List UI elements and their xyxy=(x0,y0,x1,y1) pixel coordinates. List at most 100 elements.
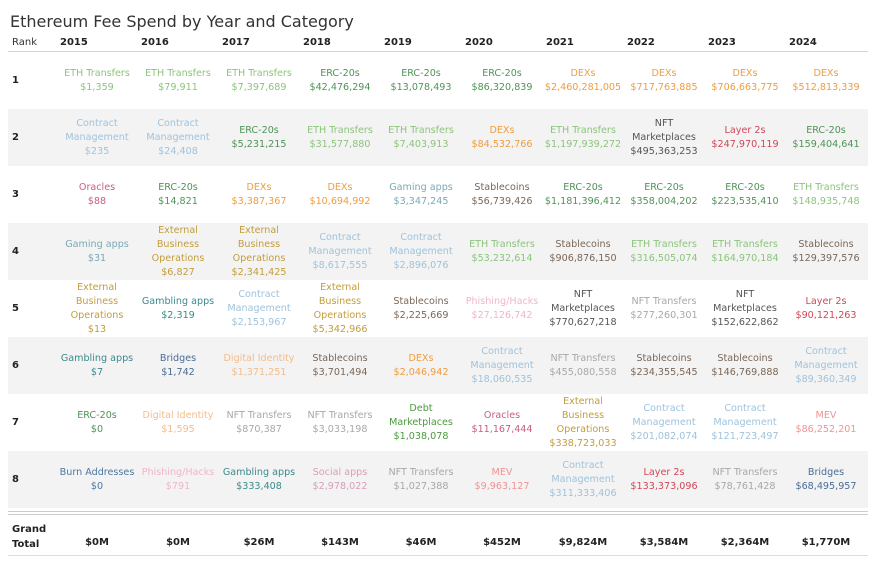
table-cell: External Business Operations $6,827 xyxy=(136,223,220,280)
table-cell: NFT Transfers $277,260,301 xyxy=(622,280,706,337)
fee-value: $770,627,218 xyxy=(549,316,617,328)
category-label: ERC-20s xyxy=(77,409,117,421)
year-header-2017: 2017 xyxy=(222,37,250,48)
category-label: External Business Operations xyxy=(556,395,610,435)
category-label: DEXs xyxy=(408,352,434,364)
fee-value: $3,033,198 xyxy=(312,423,368,435)
grand-total-value: $0M xyxy=(85,537,109,548)
table-row: 6 Gambling apps $7 Bridges $1,742 Digital Ide… xyxy=(8,337,868,394)
category-label: Contract Management xyxy=(227,288,291,314)
table-cell: ETH Transfers $316,505,074 xyxy=(622,223,706,280)
table-cell: DEXs $706,663,775 xyxy=(703,52,787,109)
year-header-2023: 2023 xyxy=(708,37,736,48)
fee-value: $201,082,074 xyxy=(630,430,698,442)
category-label: NFT Marketplaces xyxy=(632,117,696,143)
rank-label: 6 xyxy=(12,360,19,371)
fee-value: $2,978,022 xyxy=(312,480,368,492)
fee-value: $90,121,263 xyxy=(795,309,857,321)
category-label: Bridges xyxy=(159,352,197,364)
fee-value: $1,359 xyxy=(80,81,114,93)
category-label: ETH Transfers xyxy=(469,238,535,250)
table-cell: External Business Operations $5,342,966 xyxy=(298,280,382,337)
category-label: External Business Operations xyxy=(70,281,124,321)
table-cell: ERC-20s $223,535,410 xyxy=(703,166,787,223)
fee-value: $11,167,444 xyxy=(471,423,533,435)
table-cell: DEXs $2,046,942 xyxy=(379,337,463,394)
table-cell: Layer 2s $247,970,119 xyxy=(703,109,787,166)
table-cell: ERC-20s $1,181,396,412 xyxy=(541,166,625,223)
table-cell: Contract Management $2,153,967 xyxy=(217,280,301,337)
table-cell: Contract Management $311,333,406 xyxy=(541,451,625,508)
table-cell: ETH Transfers $148,935,748 xyxy=(784,166,868,223)
fee-value: $2,153,967 xyxy=(231,316,287,328)
table-cell: Digital Identity $1,595 xyxy=(136,394,220,451)
fee-value: $1,197,939,272 xyxy=(544,138,622,150)
category-label: NFT Transfers xyxy=(226,409,292,421)
table-cell: Bridges $68,495,957 xyxy=(784,451,868,508)
fee-value: $1,595 xyxy=(161,423,195,435)
fee-value: $3,701,494 xyxy=(312,366,368,378)
fee-value: $13,078,493 xyxy=(390,81,452,93)
category-label: Contract Management xyxy=(713,402,777,428)
table-cell: DEXs $512,813,339 xyxy=(784,52,868,109)
table-cell: ETH Transfers $53,232,614 xyxy=(460,223,544,280)
category-label: Burn Addresses xyxy=(59,466,135,478)
table-cell: ERC-20s $159,404,641 xyxy=(784,109,868,166)
fee-value: $9,963,127 xyxy=(474,480,530,492)
category-label: ETH Transfers xyxy=(631,238,697,250)
table-cell: NFT Transfers $455,080,558 xyxy=(541,337,625,394)
category-label: ETH Transfers xyxy=(226,67,292,79)
table-cell: Phishing/Hacks $791 xyxy=(136,451,220,508)
fee-value: $31 xyxy=(87,252,107,264)
fee-value: $2,225,669 xyxy=(393,309,449,321)
category-label: Debt Marketplaces xyxy=(389,402,453,428)
fee-value: $0 xyxy=(90,480,104,492)
category-label: ETH Transfers xyxy=(307,124,373,136)
fee-value: $234,355,545 xyxy=(630,366,698,378)
table-cell: Oracles $88 xyxy=(55,166,139,223)
fee-value: $706,663,775 xyxy=(711,81,779,93)
category-label: Gambling apps xyxy=(60,352,134,364)
category-label: Contract Management xyxy=(146,117,210,143)
fee-value: $1,027,388 xyxy=(393,480,449,492)
category-label: DEXs xyxy=(732,67,758,79)
fee-value: $717,763,885 xyxy=(630,81,698,93)
year-header-2018: 2018 xyxy=(303,37,331,48)
grand-total-value: $46M xyxy=(405,537,437,548)
fee-value: $5,231,215 xyxy=(231,138,287,150)
year-header-2019: 2019 xyxy=(384,37,412,48)
category-label: Bridges xyxy=(807,466,845,478)
fee-value: $86,252,201 xyxy=(795,423,857,435)
rank-header: Rank xyxy=(12,37,37,48)
category-label: External Business Operations xyxy=(151,224,205,264)
fee-value: $7,403,913 xyxy=(393,138,449,150)
table-cell: ETH Transfers $164,970,184 xyxy=(703,223,787,280)
table-cell: ETH Transfers $1,359 xyxy=(55,52,139,109)
fee-value: $24,408 xyxy=(158,145,198,157)
rank-label: 1 xyxy=(12,75,19,86)
category-label: ERC-20s xyxy=(239,124,279,136)
table-cell: DEXs $3,387,367 xyxy=(217,166,301,223)
table-cell: Digital Identity $1,371,251 xyxy=(217,337,301,394)
category-label: MEV xyxy=(815,409,837,421)
category-label: NFT Transfers xyxy=(550,352,616,364)
fee-value: $2,460,281,005 xyxy=(544,81,622,93)
table-cell: ETH Transfers $7,403,913 xyxy=(379,109,463,166)
fee-value: $791 xyxy=(165,480,191,492)
fee-value: $14,821 xyxy=(158,195,198,207)
table-row: 5 External Business Operations $13 Gambling… xyxy=(8,280,868,337)
category-label: Stablecoins xyxy=(798,238,854,250)
table-cell: Gambling apps $7 xyxy=(55,337,139,394)
rank-label: 8 xyxy=(12,474,19,485)
table-cell: Stablecoins $234,355,545 xyxy=(622,337,706,394)
grand-total-value: $2,364M xyxy=(720,537,770,548)
category-label: ERC-20s xyxy=(320,67,360,79)
fee-value: $0 xyxy=(90,423,104,435)
category-label: Contract Management xyxy=(470,345,534,371)
category-label: Phishing/Hacks xyxy=(141,466,215,478)
fee-value: $2,896,076 xyxy=(393,259,449,271)
grand-total-label: Grand Total xyxy=(12,524,47,550)
fee-value: $316,505,074 xyxy=(630,252,698,264)
category-label: ERC-20s xyxy=(806,124,846,136)
category-label: DEXs xyxy=(489,124,515,136)
